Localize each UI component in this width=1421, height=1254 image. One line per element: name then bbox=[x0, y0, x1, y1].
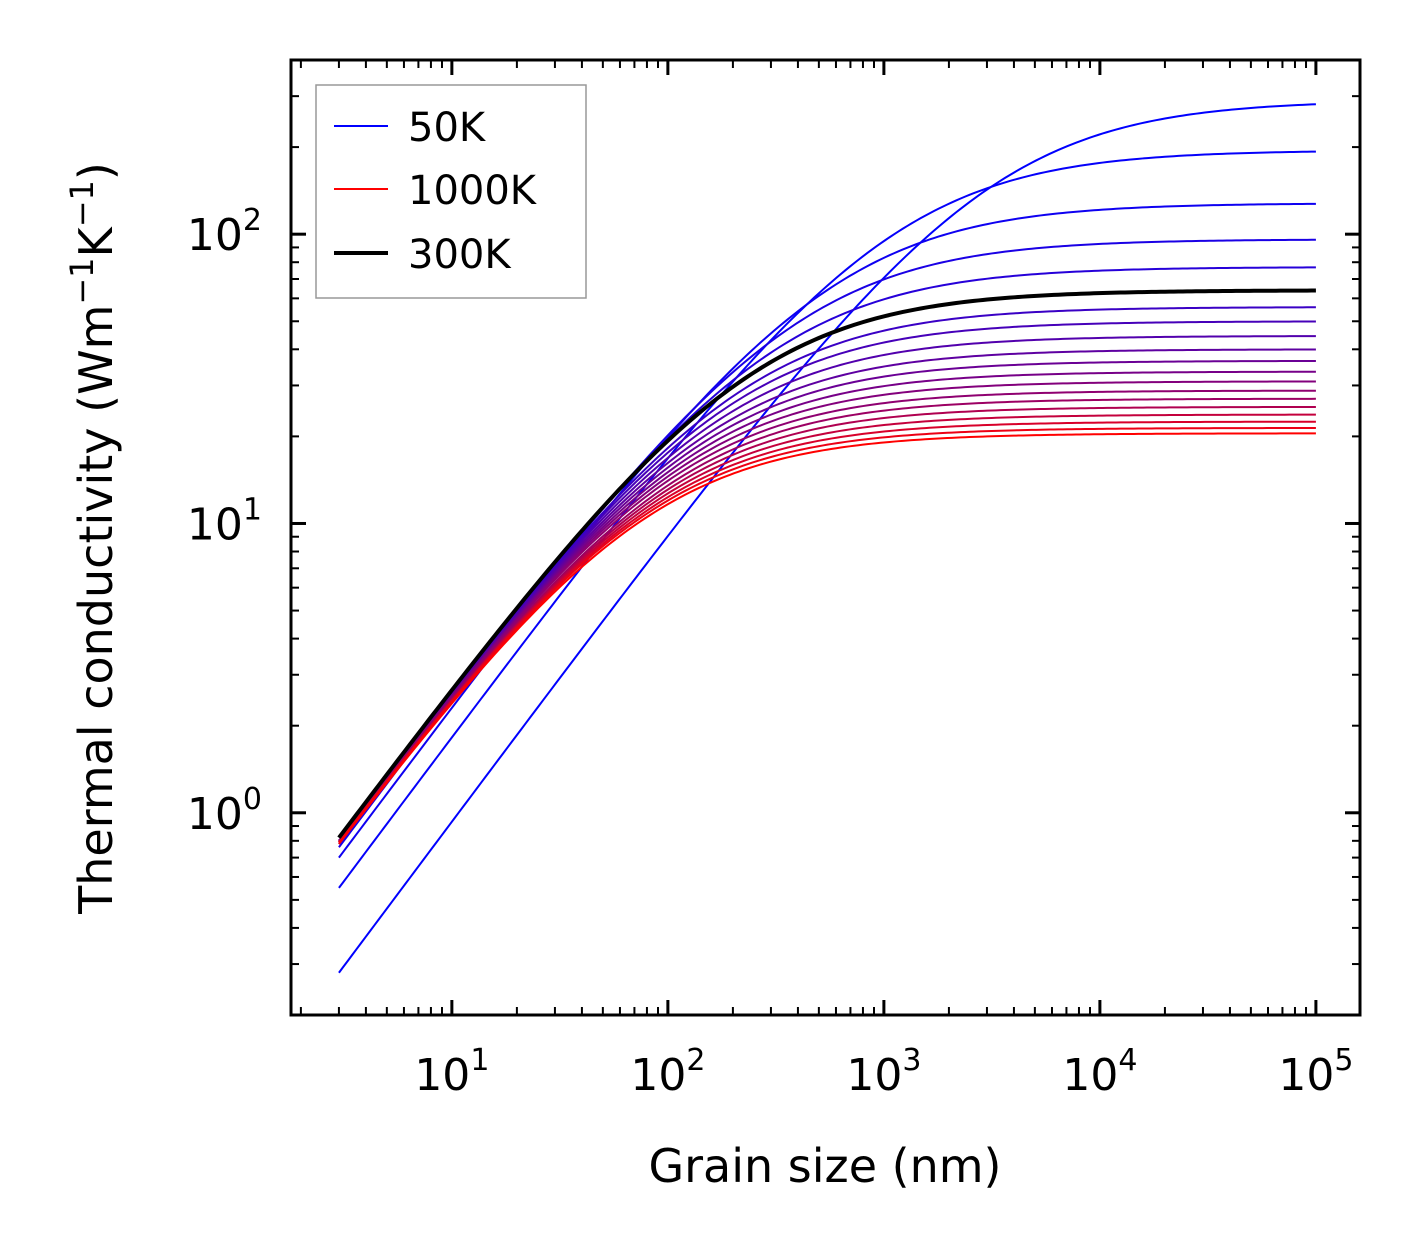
legend-label-300K: 300K bbox=[408, 232, 512, 278]
plot-frame bbox=[289, 58, 1362, 1017]
series-line-300K bbox=[337, 288, 1316, 839]
series-line-50K bbox=[338, 103, 1316, 974]
y-tick-label: 100 bbox=[187, 782, 262, 840]
x-tick-label: 103 bbox=[846, 1043, 921, 1101]
x-tick-label: 102 bbox=[630, 1043, 705, 1101]
y-tick-label: 102 bbox=[187, 203, 262, 261]
legend: 50K 1000K 300K bbox=[315, 84, 587, 299]
series-line-1000K bbox=[338, 432, 1316, 845]
legend-label-50K: 50K bbox=[408, 105, 487, 151]
y-axis-label: Thermal conductivity (Wm−1K−1) bbox=[63, 162, 123, 915]
series-line-950K bbox=[338, 426, 1316, 844]
series-line-100K bbox=[338, 150, 1316, 889]
x-tick-label: 101 bbox=[414, 1043, 489, 1101]
series-line-700K bbox=[338, 389, 1316, 842]
legend-box bbox=[315, 84, 587, 299]
x-tick-label: 105 bbox=[1278, 1043, 1353, 1101]
series-group bbox=[337, 103, 1316, 974]
legend-label-1000K: 1000K bbox=[408, 168, 538, 214]
major-ticks bbox=[291, 60, 1360, 1015]
x-axis-label: Grain size (nm) bbox=[649, 1139, 1002, 1193]
y-tick-label: 101 bbox=[187, 492, 262, 550]
x-tick-labels: 101 102 103 104 105 bbox=[414, 1043, 1353, 1101]
x-tick-label: 104 bbox=[1062, 1043, 1137, 1101]
y-tick-labels: 100 101 102 bbox=[187, 203, 262, 840]
